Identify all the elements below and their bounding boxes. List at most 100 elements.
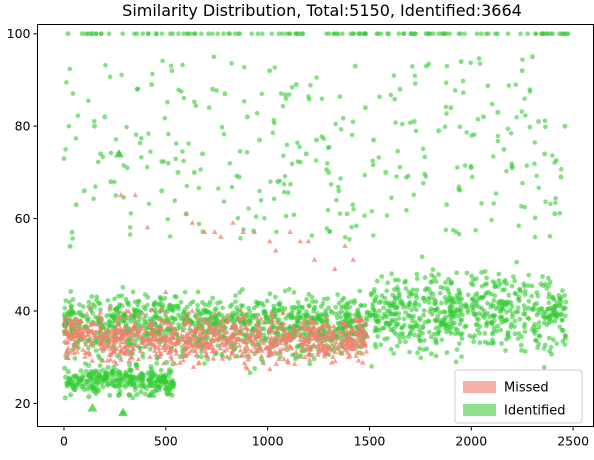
missed-point (72, 338, 78, 344)
identified-point (402, 322, 407, 328)
missed-point (215, 329, 222, 335)
identified-point (422, 299, 428, 304)
missed-point (128, 348, 135, 354)
identified-point (358, 303, 364, 308)
identified-point (442, 317, 447, 323)
identified-point (91, 369, 97, 375)
identified-point (540, 313, 546, 319)
missed-point (180, 357, 186, 363)
missed-point (129, 328, 135, 334)
missed-point (108, 330, 114, 336)
identified-point (139, 136, 144, 141)
missed-point (251, 340, 257, 345)
identified-point (113, 193, 119, 198)
identified-point (485, 311, 490, 316)
identified-point (215, 300, 220, 306)
identified-point (474, 31, 480, 36)
identified-point (255, 31, 261, 36)
identified-point (491, 325, 497, 331)
identified-point (540, 31, 545, 36)
missed-point (164, 324, 171, 329)
identified-point (504, 309, 509, 315)
missed-point (364, 333, 371, 338)
identified-point (286, 92, 292, 97)
identified-point (533, 338, 539, 344)
identified-point (229, 314, 235, 320)
missed-point (334, 335, 340, 341)
identified-point (370, 158, 376, 164)
identified-point (532, 234, 538, 240)
identified-point (508, 324, 514, 330)
identified-point (156, 377, 162, 383)
identified-point (347, 312, 353, 318)
missed-point (117, 342, 123, 348)
missed-point (260, 360, 267, 366)
missed-point (139, 323, 145, 329)
missed-point (63, 327, 69, 332)
legend-label-identified: Identified (504, 404, 565, 419)
identified-point (339, 304, 344, 310)
missed-point (97, 322, 104, 327)
missed-point (258, 316, 264, 321)
identified-point (504, 168, 509, 174)
identified-point (459, 354, 464, 359)
missed-point (324, 315, 330, 320)
identified-point (282, 174, 288, 179)
identified-point (532, 161, 537, 167)
missed-point (163, 289, 169, 295)
identified-point (191, 169, 197, 175)
identified-point (69, 229, 75, 235)
identified-point (86, 316, 91, 321)
identified-point (327, 229, 332, 234)
identified-point (536, 341, 542, 347)
identified-point (347, 237, 352, 242)
identified-point (390, 326, 396, 332)
missed-point (350, 337, 357, 343)
identified-point (65, 31, 71, 37)
identified-point (90, 31, 95, 37)
missed-point (328, 331, 334, 337)
missed-point (171, 330, 177, 335)
missed-point (135, 313, 141, 319)
identified-point (70, 236, 75, 241)
identified-point (195, 289, 201, 295)
identified-point (70, 91, 76, 96)
identified-point (249, 31, 255, 36)
identified-point (519, 68, 525, 74)
identified-point (458, 31, 464, 36)
missed-point (114, 316, 120, 321)
identified-point (174, 141, 179, 146)
identified-point (407, 331, 413, 337)
identified-point (160, 58, 165, 64)
missed-point (290, 327, 296, 333)
identified-point (221, 31, 226, 36)
missed-point (182, 353, 189, 358)
missed-point (182, 314, 188, 320)
identified-point (336, 184, 341, 190)
missed-point (245, 356, 252, 362)
identified-point (335, 326, 341, 331)
missed-point (173, 350, 180, 356)
identified-point (518, 31, 523, 36)
identified-point (303, 312, 309, 318)
identified-point (501, 146, 507, 152)
identified-point (167, 234, 173, 239)
identified-point (282, 92, 288, 97)
identified-point (515, 336, 521, 341)
identified-point (195, 302, 201, 308)
identified-point (148, 375, 154, 381)
missed-point (330, 328, 337, 333)
missed-point (69, 333, 76, 338)
identified-point (254, 303, 260, 308)
identified-point (373, 319, 379, 324)
missed-point (127, 351, 133, 357)
identified-point (348, 31, 353, 36)
identified-point (424, 346, 430, 352)
missed-point (180, 336, 187, 342)
identified-point (112, 179, 117, 185)
missed-point (241, 360, 248, 366)
identified-point (447, 292, 452, 297)
identified-point (522, 321, 528, 327)
identified-point (77, 302, 82, 307)
missed-point (199, 333, 205, 339)
